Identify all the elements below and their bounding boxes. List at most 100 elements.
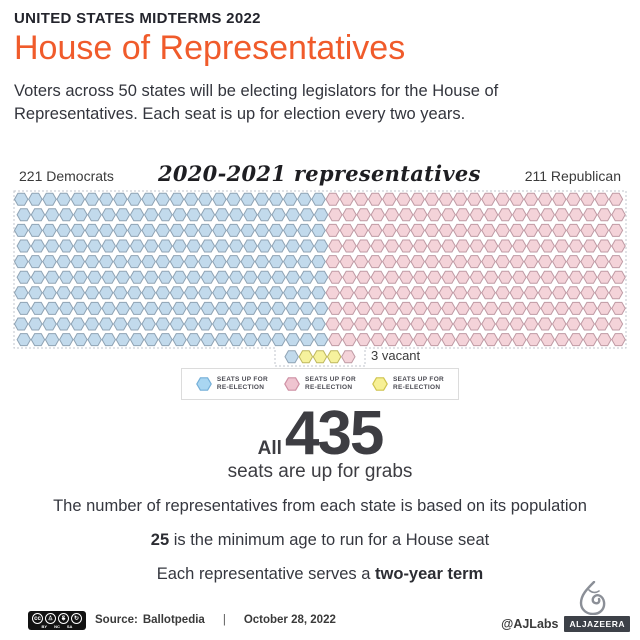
seat-hex-republican xyxy=(495,224,510,238)
seat-hex-republican xyxy=(410,255,425,269)
seat-hex-democrat xyxy=(169,192,185,206)
seat-hex-republican xyxy=(540,270,555,284)
cc-icons: cc ♙ $ ↻ xyxy=(32,613,82,624)
seat-hex-democrat xyxy=(268,192,284,206)
seat-hex-democrat xyxy=(16,302,32,316)
legend-row: SEATS UP FOR RE-ELECTION SEATS UP FOR RE… xyxy=(13,368,627,400)
seat-hex-republican xyxy=(594,255,610,269)
seat-hex-democrat xyxy=(254,286,270,300)
seat-hex-republican xyxy=(568,333,584,347)
seat-hex-democrat xyxy=(285,333,301,347)
seat-hex-democrat xyxy=(155,255,171,269)
seat-hex-republican xyxy=(597,239,612,253)
seat-hex-democrat xyxy=(240,317,256,331)
seat-hex-republican xyxy=(582,270,598,284)
seat-hex-democrat xyxy=(282,192,298,206)
seat-hex-democrat xyxy=(299,333,315,347)
seat-hex-democrat xyxy=(271,302,286,316)
seat-hex-republican xyxy=(384,270,400,284)
seat-hex-republican xyxy=(424,192,440,206)
seat-hex-democrat xyxy=(73,302,88,316)
seat-hex-democrat xyxy=(271,239,286,253)
seat-hex-republican xyxy=(483,333,499,347)
seat-hex-democrat xyxy=(98,224,114,238)
seat-hex-republican xyxy=(540,208,555,222)
seat-hex-democrat xyxy=(226,192,241,206)
cc-icon: cc xyxy=(32,613,43,624)
vacant-hexagon-icon xyxy=(372,377,388,391)
seat-hex-republican xyxy=(384,208,400,222)
seat-hex-republican xyxy=(342,302,357,316)
seat-hex-democrat xyxy=(42,192,57,206)
seat-hex-democrat xyxy=(30,333,46,347)
seat-hex-democrat xyxy=(70,192,86,206)
seat-hex-democrat xyxy=(13,286,29,300)
seat-hex-republican xyxy=(594,286,610,300)
seat-hex-republican xyxy=(497,239,513,253)
chart-title: 2020-2021 representatives xyxy=(157,161,481,187)
seat-hex-republican xyxy=(594,192,610,206)
seat-hex-democrat xyxy=(299,302,315,316)
seat-hex-democrat xyxy=(257,270,272,284)
footer: cc ♙ $ ↻ BY NC SA Source: Ballotpedia | … xyxy=(0,578,640,640)
seat-hex-democrat xyxy=(228,239,244,253)
seat-hex-democrat xyxy=(313,302,329,316)
seat-hex-republican xyxy=(367,255,383,269)
seat-hex-republican xyxy=(582,333,598,347)
seat-hex-republican xyxy=(483,270,499,284)
seat-hex-republican xyxy=(410,317,425,331)
seat-hex-republican xyxy=(469,208,485,222)
seat-hex-democrat xyxy=(16,239,32,253)
seat-hex-democrat xyxy=(214,333,230,347)
stats-block: All 435 seats are up for grabs xyxy=(0,402,640,484)
seat-hex-democrat xyxy=(268,317,284,331)
seat-hex-republican xyxy=(413,270,428,284)
seat-hex-republican xyxy=(566,255,581,269)
seat-hex-democrat xyxy=(313,239,329,253)
seat-hex-republican xyxy=(455,270,471,284)
seat-hex-republican xyxy=(552,192,567,206)
seat-hex-republican xyxy=(438,192,454,206)
seat-hex-republican xyxy=(398,333,414,347)
seat-hex-republican xyxy=(568,270,584,284)
creative-commons-badge: cc ♙ $ ↻ BY NC SA xyxy=(28,611,86,630)
seat-hex-republican xyxy=(566,224,581,238)
date: October 28, 2022 xyxy=(243,614,336,626)
seat-hex-republican xyxy=(537,286,553,300)
seat-hex-republican xyxy=(398,302,414,316)
seat-hex-republican xyxy=(455,302,471,316)
seat-hex-democrat xyxy=(113,192,128,206)
seat-hex-republican xyxy=(495,317,510,331)
seat-hex-democrat xyxy=(186,302,201,316)
seat-hex-democrat xyxy=(73,270,88,284)
seat-hex-republican xyxy=(367,286,383,300)
seat-hex-republican xyxy=(552,224,567,238)
seat-hex-democrat xyxy=(297,192,312,206)
seat-hex-republican xyxy=(469,302,485,316)
seat-hex-democrat xyxy=(198,255,213,269)
seat-hex-republican xyxy=(413,239,428,253)
seat-hex-republican xyxy=(467,286,482,300)
seat-hex-democrat xyxy=(254,224,270,238)
vacant-annotation: 3 vacant xyxy=(371,348,421,364)
seat-hex-democrat xyxy=(243,208,258,222)
seat-hex-republican xyxy=(483,208,499,222)
seat-hex-republican xyxy=(325,255,340,269)
seat-hex-democrat xyxy=(214,302,230,316)
page-title: House of Representatives xyxy=(14,29,406,67)
seat-hex-republican xyxy=(594,224,610,238)
seat-hex-democrat xyxy=(44,208,60,222)
seat-hex-democrat xyxy=(214,208,230,222)
seat-hex-democrat xyxy=(186,208,201,222)
seat-hex-democrat xyxy=(297,317,312,331)
seat-hex-vacant xyxy=(326,350,342,364)
seat-hex-democrat xyxy=(84,224,100,238)
seat-hex-democrat xyxy=(186,333,201,347)
seat-hex-democrat xyxy=(198,317,213,331)
seat-hex-democrat xyxy=(285,239,301,253)
seat-hex-democrat xyxy=(44,302,60,316)
seat-hex-republican xyxy=(325,192,340,206)
seat-hex-democrat xyxy=(115,302,131,316)
seat-hex-democrat xyxy=(254,255,270,269)
seat-hex-democrat xyxy=(13,192,29,206)
